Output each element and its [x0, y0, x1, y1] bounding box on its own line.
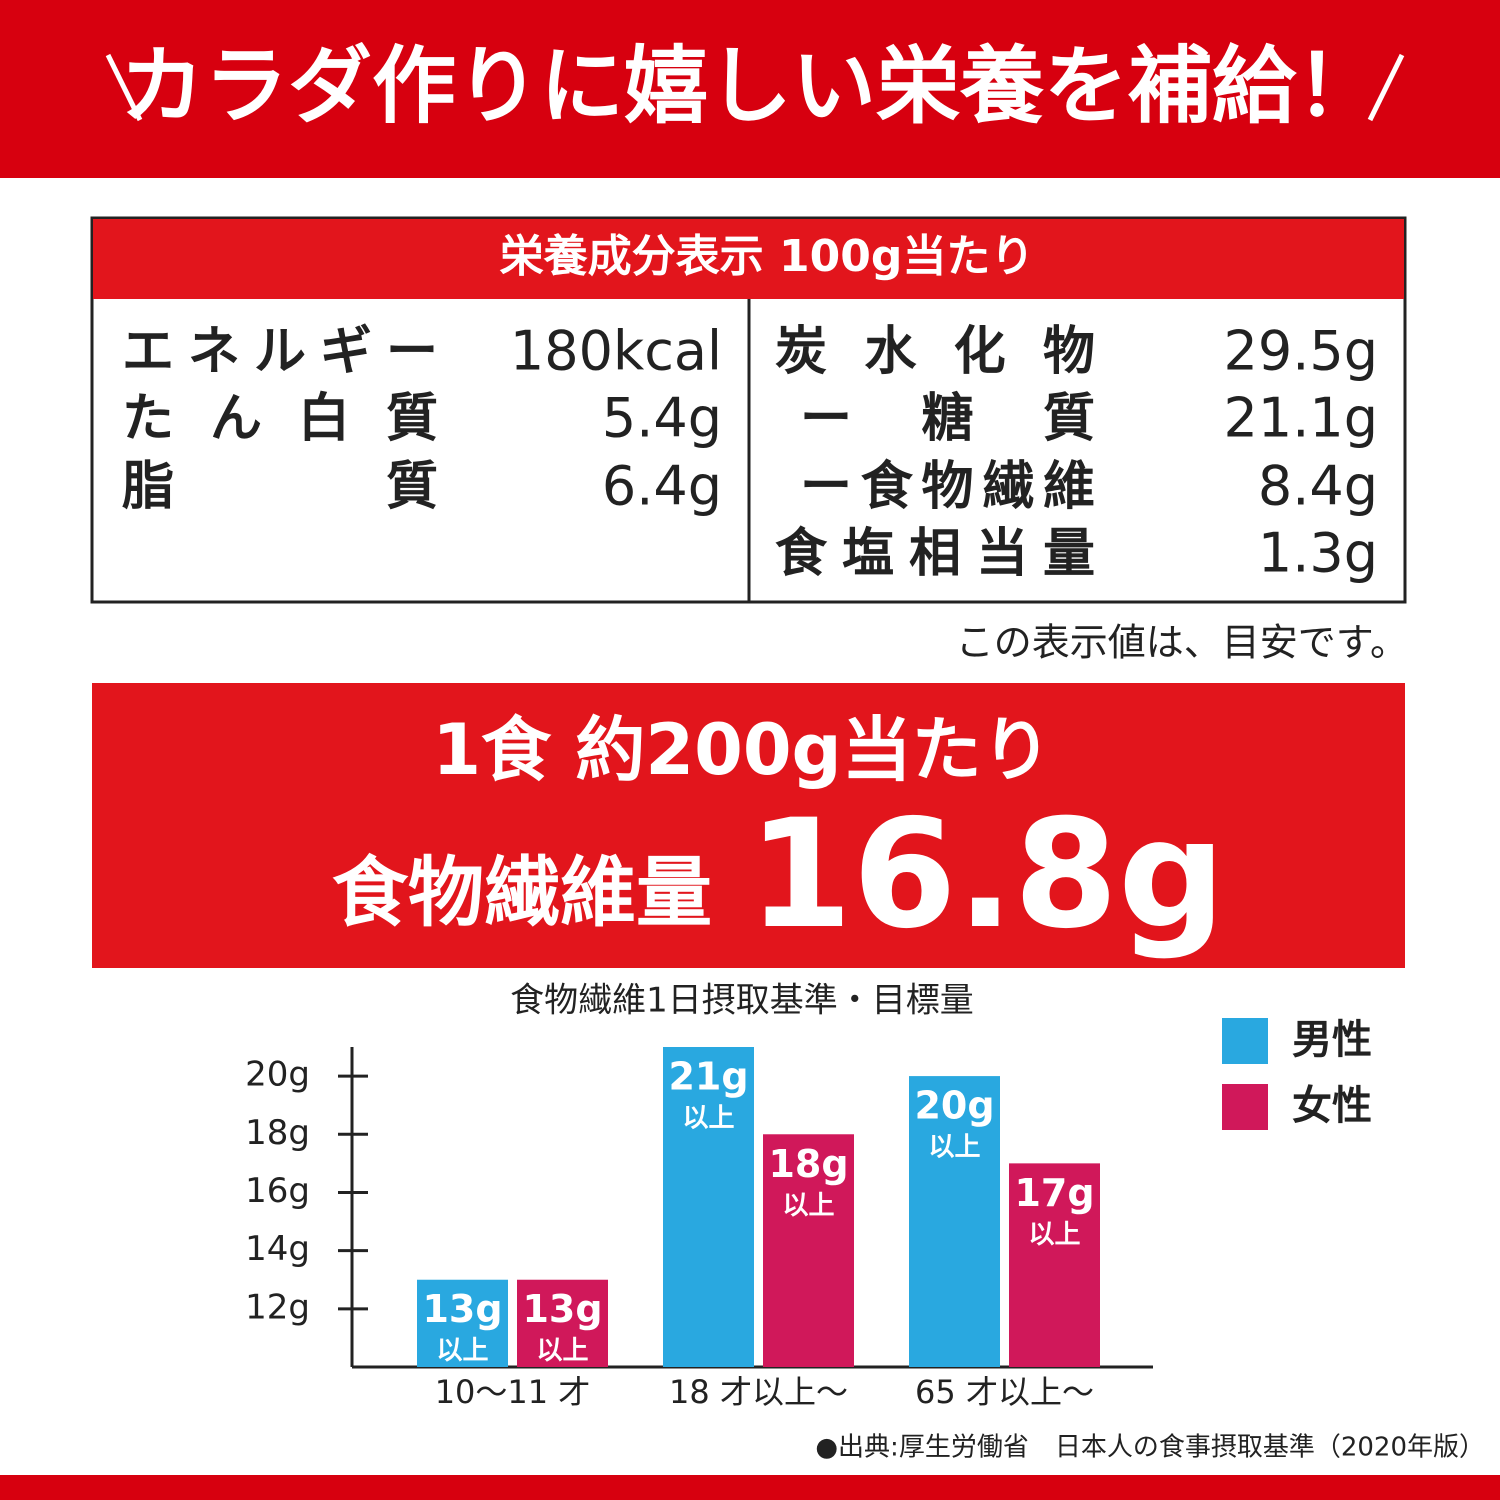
value-note: 以上 — [436, 1336, 488, 1366]
highlight-box — [92, 683, 1405, 968]
header-band — [0, 0, 1500, 178]
x-tick-label: 65 才以上〜 — [915, 1373, 1094, 1411]
legend-label: 女性 — [1292, 1083, 1372, 1129]
header-title: カラダ作りに嬉しい栄養を補給！ — [120, 37, 1380, 135]
chart: 12g 14g 16g 18g 20g 13g 以上 13g 以上 10〜11 才 21g 以上 18g… — [245, 1017, 1372, 1411]
row-value: 1.3g — [1258, 522, 1378, 585]
footer-band — [0, 1475, 1500, 1500]
legend-label: 男性 — [1292, 1017, 1372, 1063]
value-label: 13g — [522, 1287, 602, 1331]
x-tick-label: 10〜11 才 — [435, 1373, 591, 1411]
row-value: 180kcal — [510, 320, 722, 383]
y-tick-label: 14g — [245, 1229, 310, 1269]
legend-swatch — [1222, 1084, 1268, 1130]
value-note: 以上 — [928, 1133, 980, 1163]
table-header — [93, 219, 1404, 299]
value-label: 20g — [914, 1084, 994, 1128]
row-label: エネルギー — [122, 322, 438, 382]
legend-swatch — [1222, 1018, 1268, 1064]
value-note: 以上 — [536, 1336, 588, 1366]
x-tick-label: 18 才以上〜 — [669, 1373, 848, 1411]
source: ●出典:厚生労働省 日本人の食事摂取基準（2020年版） — [815, 1433, 1485, 1463]
highlight-amount: 16.8g — [748, 788, 1225, 962]
bar — [1009, 1163, 1100, 1367]
value-note: 以上 — [682, 1104, 734, 1134]
highlight-line: 1食 約200g当たり — [432, 709, 1051, 791]
y-tick-label: 20g — [245, 1055, 310, 1095]
bar — [663, 1047, 754, 1367]
row-label: 食塩相当量 — [775, 524, 1095, 584]
row-label: ー食物繊維 — [800, 457, 1095, 517]
bar — [417, 1279, 508, 1367]
row-value: 29.5g — [1223, 320, 1378, 383]
y-tick-label: 18g — [245, 1113, 310, 1153]
value-label: 18g — [768, 1142, 848, 1186]
value-note: 以上 — [782, 1191, 834, 1221]
value-note: 以上 — [1028, 1220, 1080, 1250]
row-value: 8.4g — [1258, 455, 1378, 518]
highlight-label: 食物繊維量 — [332, 848, 712, 937]
row-value: 6.4g — [602, 455, 722, 518]
deco-slash — [1367, 53, 1405, 122]
value-label: 17g — [1014, 1171, 1094, 1215]
value-label: 13g — [422, 1287, 502, 1331]
value-label: 21g — [668, 1055, 748, 1099]
table-title: 栄養成分表示 100g当たり — [500, 231, 1035, 282]
row-value: 21.1g — [1223, 387, 1378, 450]
row-value: 5.4g — [602, 387, 722, 450]
bar — [909, 1076, 1000, 1367]
y-tick-label: 16g — [245, 1171, 310, 1211]
table-note: この表示値は、目安です。 — [956, 621, 1408, 665]
deco-slash — [105, 53, 143, 122]
bar — [763, 1134, 854, 1367]
row-label: ー糖質 — [800, 389, 1095, 449]
chart-title: 食物繊維1日摂取基準・目標量 — [510, 981, 974, 1021]
y-tick-label: 12g — [245, 1287, 310, 1327]
bar — [517, 1279, 608, 1367]
